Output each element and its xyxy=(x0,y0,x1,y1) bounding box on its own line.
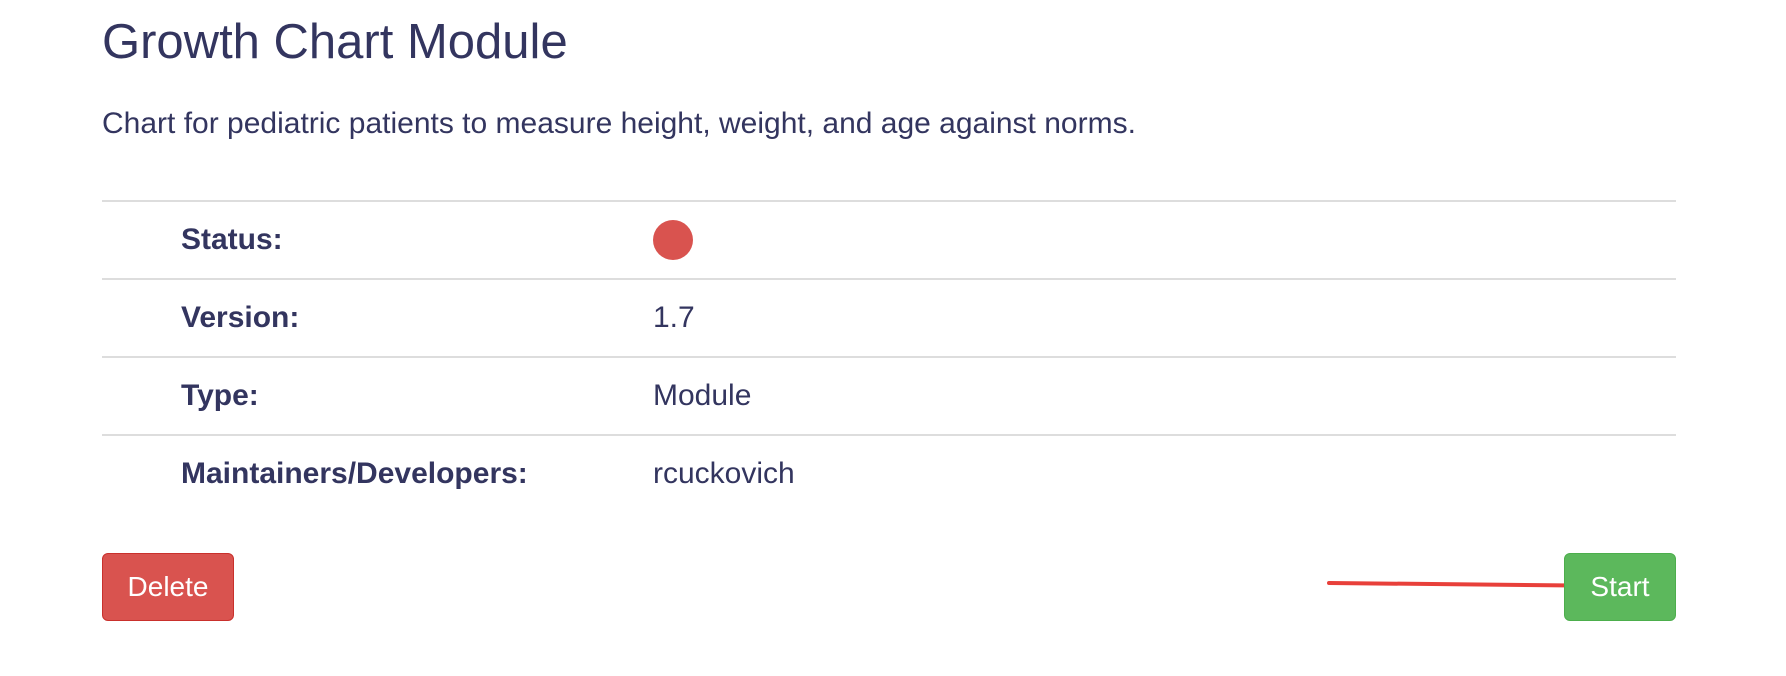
status-indicator-icon xyxy=(653,220,693,260)
maintainers-row: Maintainers/Developers: rcuckovich xyxy=(102,436,1676,512)
version-label: Version: xyxy=(181,301,300,334)
type-value: Module xyxy=(653,379,752,412)
start-button[interactable]: Start xyxy=(1564,553,1676,621)
module-details-table: Status: Version: 1.7 Type: Module Mainta… xyxy=(102,200,1676,512)
version-value: 1.7 xyxy=(653,301,695,334)
type-label: Type: xyxy=(181,379,259,412)
status-label: Status: xyxy=(181,223,283,256)
status-row: Status: xyxy=(102,202,1676,280)
page-title: Growth Chart Module xyxy=(102,15,568,69)
delete-button[interactable]: Delete xyxy=(102,553,234,621)
module-description: Chart for pediatric patients to measure … xyxy=(102,107,1136,140)
version-row: Version: 1.7 xyxy=(102,280,1676,358)
maintainers-value: rcuckovich xyxy=(653,457,795,490)
type-row: Type: Module xyxy=(102,358,1676,436)
maintainers-label: Maintainers/Developers: xyxy=(181,457,528,490)
